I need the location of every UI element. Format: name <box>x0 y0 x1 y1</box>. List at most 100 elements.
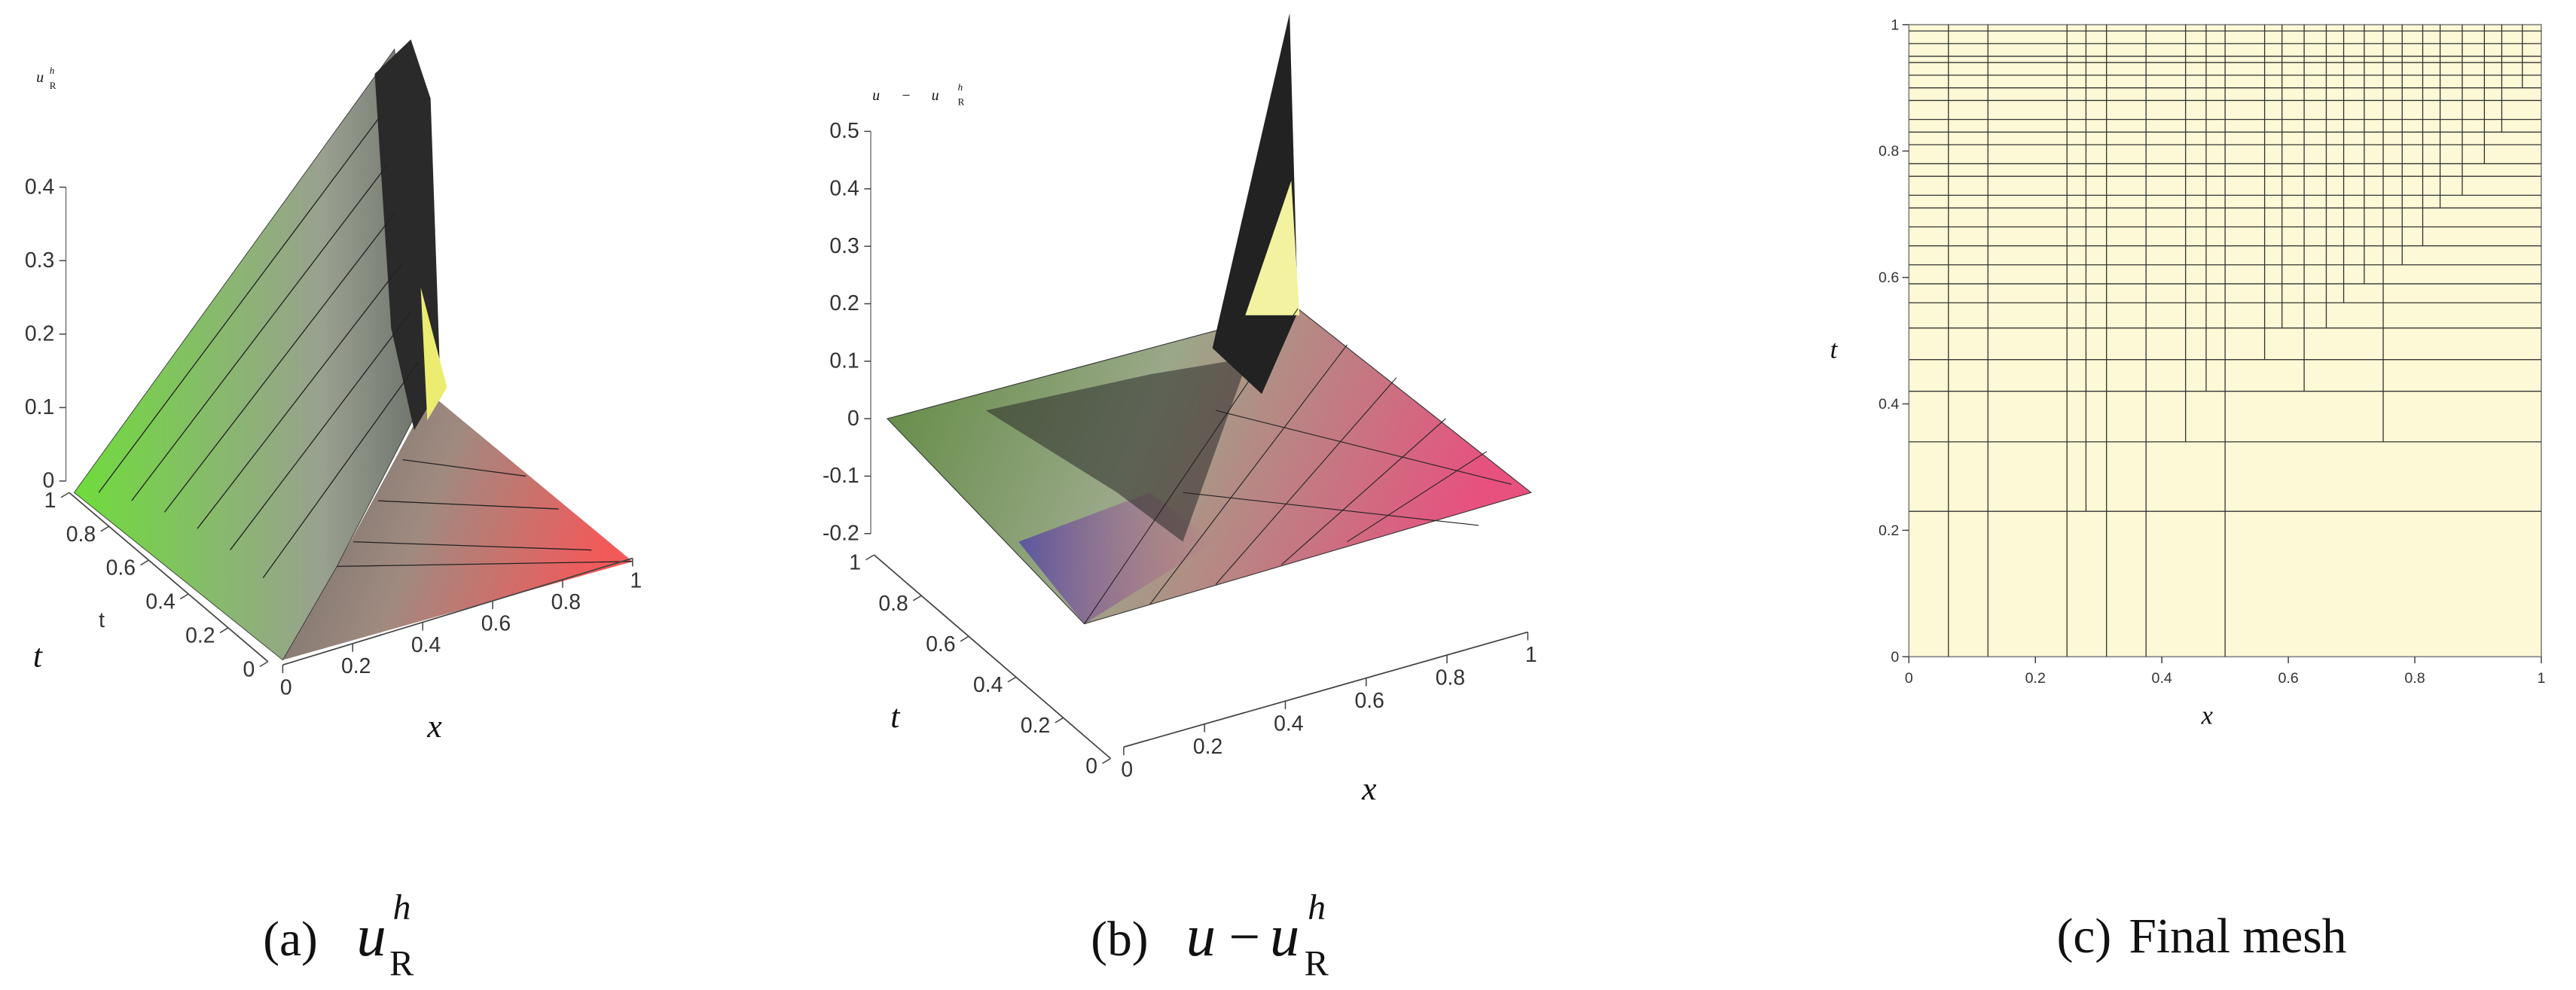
z-tick-label: 0.5 <box>829 119 859 143</box>
tick-mark <box>259 661 269 668</box>
caption-op: − <box>1228 906 1260 968</box>
y-tick-label: 0.8 <box>66 522 96 547</box>
y-axis-label: t <box>99 608 105 632</box>
z-tick-label: 0.4 <box>829 177 859 201</box>
x-tick-label: 1 <box>1525 643 1537 667</box>
y-tick-label: 0.4 <box>973 673 1003 697</box>
axis-line <box>1123 631 1528 748</box>
z-axis-label-sub: R <box>50 80 56 91</box>
z-axis-label-sup: h <box>958 81 963 93</box>
caption-sup: h <box>392 888 411 928</box>
surface-mesh <box>1084 308 1512 624</box>
y-tick-label: 0.8 <box>1879 143 1899 160</box>
caption-sup: h <box>1308 888 1326 928</box>
tick-mark <box>1055 717 1064 723</box>
caption-label: (a) <box>263 912 318 967</box>
tick-mark <box>1007 676 1017 683</box>
caption-sub: R <box>1305 943 1329 983</box>
z-axis-label: u <box>36 70 44 86</box>
z-tick-label: 0.2 <box>829 291 859 315</box>
surface-highlight <box>1245 180 1300 315</box>
surface-floor <box>282 394 633 660</box>
z-tick-label: 0 <box>847 407 859 431</box>
y-tick-label: 1 <box>849 551 861 575</box>
x-tick-label: 0.6 <box>2278 670 2298 687</box>
tick-mark <box>100 525 110 532</box>
z-tick-label: -0.1 <box>823 464 859 488</box>
caption-label: (b) <box>1091 912 1148 967</box>
x-axis-label: x <box>2201 701 2214 730</box>
x-tick-label: 0 <box>1121 758 1133 782</box>
x-tick-label: 0.6 <box>1354 689 1384 713</box>
tick-mark <box>179 593 189 600</box>
y-tick-label: 0.6 <box>1879 270 1899 286</box>
z-tick-label: 0.3 <box>25 248 54 273</box>
tick-mark <box>219 627 229 634</box>
caption-label: (c) <box>2057 909 2112 964</box>
surface-highlight <box>420 287 447 421</box>
caption-b: (b) u − u h R <box>1091 888 1328 983</box>
z-tick-label: 0.1 <box>25 395 54 419</box>
z-tick-label: 0 <box>42 469 54 493</box>
x-tick-label: 0 <box>1905 670 1913 687</box>
y-tick-label: 0.2 <box>1021 714 1050 738</box>
z-tick-label: 0.1 <box>829 349 859 373</box>
y-tick-label: 0.2 <box>185 624 215 648</box>
x-tick-label: 0.8 <box>1436 666 1465 690</box>
caption-sub: R <box>389 943 414 983</box>
x-tick-label: 0.4 <box>1274 711 1303 736</box>
y-tick-label: 0.8 <box>878 592 908 616</box>
z-tick-label: -0.2 <box>823 521 859 545</box>
caption-a: (a) u h R <box>263 888 414 983</box>
panel-a-surface <box>73 39 633 661</box>
x-tick-label: 0.6 <box>481 611 511 635</box>
x-tick-label: 1 <box>630 569 642 593</box>
x-tick-label: 0.2 <box>341 654 371 678</box>
y-tick-label: 0.4 <box>1879 396 1899 413</box>
z-tick-label: 0.4 <box>25 175 54 199</box>
caption-math: u <box>357 903 386 968</box>
y-tick-label: 1 <box>1891 17 1899 33</box>
y-axis-label: t <box>1830 334 1839 364</box>
x-tick-label: 0.4 <box>2152 670 2172 687</box>
y-axis-label: t <box>890 699 900 735</box>
y-axis-label: t <box>33 638 43 674</box>
tick-mark <box>912 595 922 602</box>
axis-line <box>69 492 269 663</box>
y-tick-label: 0.2 <box>1879 522 1899 539</box>
surface-dark <box>985 358 1249 542</box>
caption-c: (c) Final mesh <box>2057 909 2347 964</box>
y-tick-label: 0.6 <box>926 632 955 656</box>
x-tick-label: 0.2 <box>2025 670 2046 687</box>
panel-b-surface <box>886 13 1532 625</box>
axis-line <box>873 554 1112 760</box>
tick-mark <box>1102 757 1111 764</box>
caption-math: u <box>1270 903 1299 968</box>
y-tick-label: 1 <box>44 489 56 513</box>
x-tick-label: 0.8 <box>551 590 581 614</box>
y-tick-label: 0 <box>1891 649 1899 666</box>
z-axis-label: u <box>932 88 939 104</box>
tick-mark <box>865 554 874 561</box>
y-tick-label: 0.6 <box>106 556 136 580</box>
z-tick-label: 0.2 <box>25 322 54 346</box>
x-axis-label: x <box>426 708 442 745</box>
x-tick-label: 0.2 <box>1193 735 1222 759</box>
y-tick-label: 0.4 <box>145 590 175 614</box>
caption-text: Final mesh <box>2129 909 2347 964</box>
caption-math: u <box>1186 903 1216 968</box>
surface-face <box>73 48 432 661</box>
tick-mark <box>60 492 70 498</box>
x-axis-label: x <box>1361 771 1377 807</box>
x-tick-label: 0 <box>280 675 292 699</box>
tick-mark <box>140 559 149 566</box>
z-axis-label: u <box>872 88 880 104</box>
x-tick-label: 0.4 <box>411 633 441 657</box>
y-tick-label: 0 <box>1085 754 1097 778</box>
z-axis-label-sub: R <box>958 96 965 108</box>
x-tick-label: 1 <box>2537 670 2545 687</box>
tick-mark <box>960 635 969 642</box>
z-tick-label: 0.3 <box>829 234 859 258</box>
x-tick-label: 0.8 <box>2404 670 2425 687</box>
